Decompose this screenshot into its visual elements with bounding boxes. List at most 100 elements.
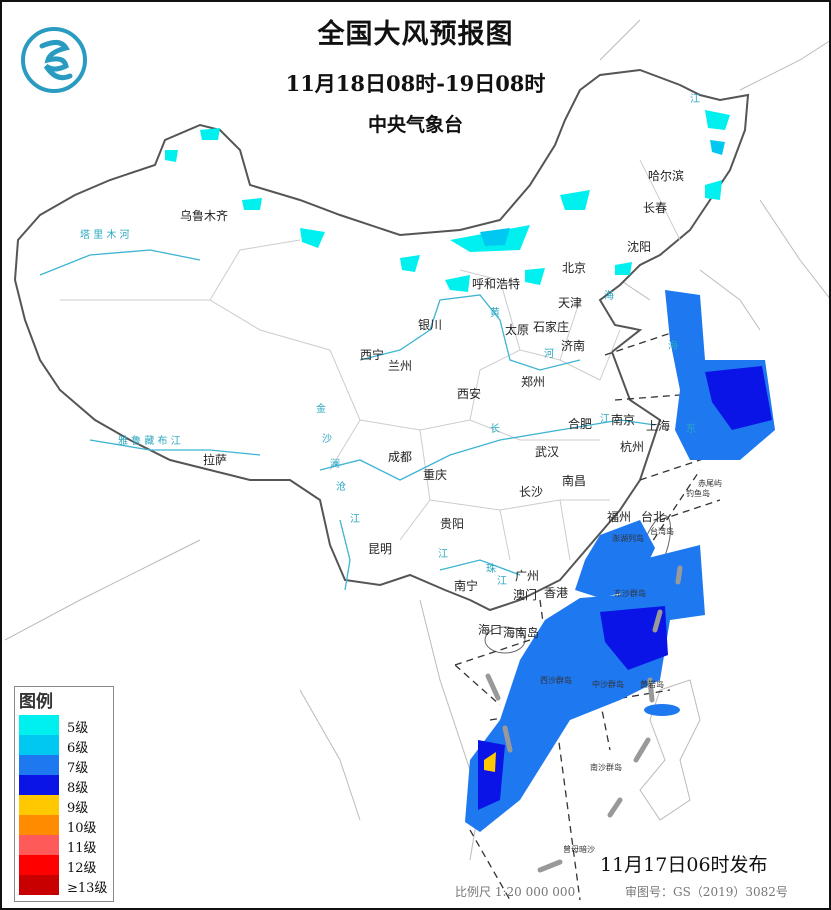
island-label: 南沙群岛	[590, 763, 622, 772]
city-label: 济南	[561, 339, 586, 353]
city-label: 福州	[607, 510, 632, 524]
water-label: 东	[686, 424, 696, 435]
legend-title: 图例	[19, 692, 53, 712]
cma-logo-icon	[21, 27, 87, 93]
water-label: 沧	[336, 482, 346, 493]
water-label: 雅 鲁 藏 布 江	[118, 436, 181, 447]
city-label: 昆明	[368, 542, 393, 556]
legend-swatch	[19, 875, 59, 895]
water-label: 江	[438, 549, 448, 560]
legend-swatch	[19, 835, 59, 855]
island-label: 东沙群岛	[614, 589, 646, 598]
legend-label: 8级	[67, 781, 89, 796]
city-label: 兰州	[388, 359, 413, 373]
legend-item: 8级	[19, 775, 113, 796]
legend: 图例 5级 6级 7级 8级 9级 10级 11级 12级 ≥13级	[14, 686, 114, 902]
city-label: 海南岛	[503, 626, 540, 640]
legend-item: 5级	[19, 715, 113, 736]
city-label: 北京	[562, 261, 587, 275]
island-label: 曾母暗沙	[563, 845, 595, 854]
water-label: 海	[668, 341, 678, 352]
water-label: 江	[690, 94, 700, 105]
city-label: 南宁	[454, 579, 479, 593]
water-label: 长	[490, 424, 500, 435]
map-title: 全国大风预报图	[317, 19, 514, 50]
city-label: 哈尔滨	[648, 169, 685, 183]
legend-item: ≥13级	[19, 875, 113, 896]
water-label: 珠	[486, 564, 496, 575]
island-label: 中沙群岛	[592, 680, 624, 689]
legend-swatch	[19, 735, 59, 755]
city-label: 海口	[478, 623, 503, 637]
city-label: 武汉	[535, 445, 560, 459]
city-label: 南昌	[562, 474, 587, 488]
legend-label: 5级	[67, 721, 89, 736]
city-label: 乌鲁木齐	[180, 209, 229, 223]
city-label: 香港	[544, 586, 569, 600]
legend-swatch	[19, 715, 59, 735]
city-label: 太原	[505, 323, 530, 337]
neighbor-borders	[4, 19, 831, 861]
legend-label: 7级	[67, 761, 89, 776]
city-label: 合肥	[568, 417, 593, 431]
issuer: 中央气象台	[367, 114, 463, 136]
wind-area-level8-gulf	[478, 740, 505, 810]
wind-area-level9	[484, 752, 496, 772]
water-label: 塔 里 木 河	[80, 230, 130, 241]
island-label: 西沙群岛	[540, 676, 572, 685]
water-label: 江	[497, 576, 507, 587]
legend-item: 7级	[19, 755, 113, 776]
province-borders	[60, 159, 681, 561]
city-label: 拉萨	[203, 453, 228, 467]
legend-swatch	[19, 775, 59, 795]
water-label: 江	[350, 514, 360, 525]
water-label: 海	[604, 291, 614, 302]
city-label: 西安	[457, 387, 482, 401]
island-label: 钓鱼岛	[686, 489, 710, 498]
city-label: 沈阳	[627, 240, 652, 254]
wind-area-level7-luzon	[644, 704, 680, 716]
city-label: 澳门	[513, 588, 538, 602]
city-label: 杭州	[620, 440, 645, 454]
city-label: 呼和浩特	[472, 277, 521, 291]
island-label: 赤尾屿	[698, 479, 722, 488]
legend-swatch	[19, 855, 59, 875]
legend-label: ≥13级	[67, 881, 108, 896]
legend-label: 12级	[67, 861, 97, 876]
legend-item: 10级	[19, 815, 113, 836]
map-scale: 比例尺 1:20 000 000	[455, 885, 576, 899]
city-label: 广州	[515, 569, 540, 583]
legend-label: 6级	[67, 741, 89, 756]
water-label: 澜	[330, 459, 340, 470]
island-label: 黄岩岛	[640, 680, 664, 689]
legend-label: 10级	[67, 821, 97, 836]
city-label: 石家庄	[533, 320, 570, 334]
legend-label: 9级	[67, 801, 89, 816]
city-label: 长春	[643, 201, 668, 215]
map-review-number: 审图号：GS（2019）3082号	[625, 885, 788, 899]
forecast-period: 11月18日08时-19日08时	[285, 71, 546, 96]
legend-swatch	[19, 755, 59, 775]
city-label: 南京	[611, 413, 636, 427]
water-label: 江	[600, 414, 610, 425]
city-label: 重庆	[423, 468, 448, 482]
water-label: 黄	[490, 308, 500, 319]
rivers	[39, 249, 656, 591]
legend-swatch	[19, 815, 59, 835]
wind-areas	[165, 110, 775, 832]
water-label: 河	[544, 349, 554, 360]
city-label: 贵阳	[440, 517, 465, 531]
wind-area-level6-north	[480, 140, 725, 246]
water-label: 金	[316, 404, 326, 415]
issued-time: 11月17日06时发布	[600, 854, 768, 876]
city-label: 郑州	[521, 375, 546, 389]
city-label: 台北	[641, 510, 666, 524]
city-label: 西宁	[360, 348, 385, 362]
city-label: 天津	[558, 296, 583, 310]
legend-item: 6级	[19, 735, 113, 756]
island-label: 台湾岛	[650, 527, 674, 536]
legend-item: 11级	[19, 835, 113, 856]
city-label: 长沙	[519, 485, 544, 499]
wind-area-level8-south	[600, 606, 668, 670]
